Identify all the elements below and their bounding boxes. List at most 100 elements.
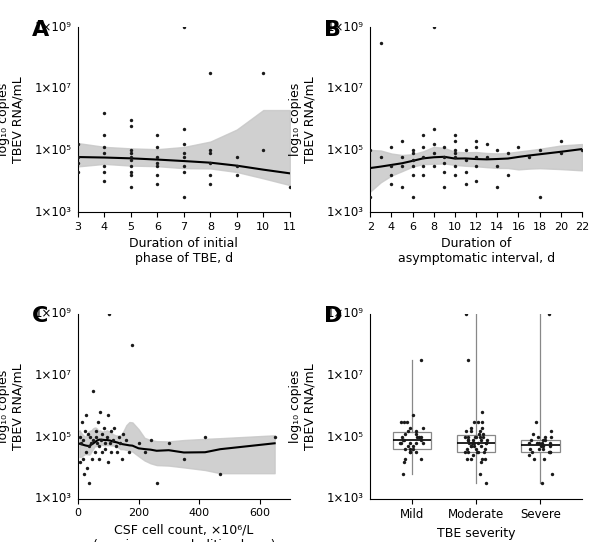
Point xyxy=(405,423,415,432)
Point xyxy=(126,171,136,179)
Point xyxy=(386,143,396,152)
Point xyxy=(412,433,422,441)
Point xyxy=(481,439,490,448)
Point xyxy=(478,433,488,441)
Point xyxy=(396,417,406,426)
Point xyxy=(152,162,162,170)
Point xyxy=(526,445,535,454)
Point xyxy=(462,454,472,463)
Point xyxy=(232,171,242,179)
Point xyxy=(480,445,490,454)
Point xyxy=(482,152,491,161)
Point xyxy=(556,149,566,158)
Point xyxy=(103,457,112,466)
Point xyxy=(429,140,439,149)
Point xyxy=(88,436,98,444)
Point xyxy=(110,423,119,432)
Point xyxy=(79,470,89,479)
Point xyxy=(399,457,409,466)
Point xyxy=(546,427,556,435)
Point xyxy=(376,152,386,161)
Point xyxy=(532,417,541,426)
Point xyxy=(412,430,421,438)
Point xyxy=(97,448,106,457)
Point xyxy=(126,149,136,158)
Point xyxy=(450,162,460,170)
Point xyxy=(126,167,136,176)
Point xyxy=(545,448,554,457)
Point xyxy=(538,445,548,454)
Point xyxy=(429,125,439,133)
Point xyxy=(535,192,544,201)
Point xyxy=(398,470,407,479)
Point xyxy=(450,149,460,158)
Point xyxy=(527,436,536,444)
Point xyxy=(73,140,83,149)
Point xyxy=(94,442,103,450)
Y-axis label: log₁₀ copies
TBEV RNA/mL: log₁₀ copies TBEV RNA/mL xyxy=(289,363,317,449)
Point xyxy=(87,454,97,463)
Point xyxy=(476,442,485,450)
Y-axis label: log₁₀ copies
TBEV RNA/mL: log₁₀ copies TBEV RNA/mL xyxy=(0,363,25,449)
Point xyxy=(259,69,268,78)
Point xyxy=(99,423,109,432)
Point xyxy=(397,183,407,192)
Point xyxy=(93,417,103,426)
Point xyxy=(405,448,415,457)
Point xyxy=(469,439,479,448)
Point xyxy=(450,152,460,161)
Point xyxy=(482,436,492,444)
Point xyxy=(92,439,102,448)
Point xyxy=(408,192,418,201)
Point xyxy=(412,448,421,457)
Point xyxy=(472,152,481,161)
Point xyxy=(577,146,587,154)
Point xyxy=(200,433,210,441)
Point xyxy=(114,433,124,441)
Point xyxy=(540,433,550,441)
Point xyxy=(108,436,118,444)
Point xyxy=(400,454,410,463)
PathPatch shape xyxy=(392,433,431,449)
Text: 1×10⁹: 1×10⁹ xyxy=(35,21,71,34)
Point xyxy=(440,158,449,167)
Point xyxy=(100,149,109,158)
Point xyxy=(397,152,407,161)
Point xyxy=(472,433,481,441)
Point xyxy=(440,152,449,161)
Point xyxy=(90,448,100,457)
Text: 1×10⁵: 1×10⁵ xyxy=(35,430,71,443)
PathPatch shape xyxy=(457,435,496,451)
Text: 1×10⁵: 1×10⁵ xyxy=(327,144,364,157)
Point xyxy=(476,427,485,435)
Point xyxy=(82,463,92,472)
Point xyxy=(473,439,482,448)
Point xyxy=(117,454,127,463)
Text: 1×10⁷: 1×10⁷ xyxy=(327,369,364,382)
Text: 1×10³: 1×10³ xyxy=(35,205,71,218)
Point xyxy=(179,192,188,201)
Point xyxy=(493,146,502,154)
Point xyxy=(111,442,121,450)
Point xyxy=(463,436,473,444)
Point xyxy=(450,171,460,179)
Point xyxy=(85,479,94,488)
Y-axis label: log₁₀ copies
TBEV RNA/mL: log₁₀ copies TBEV RNA/mL xyxy=(289,76,317,163)
Point xyxy=(206,171,215,179)
Point xyxy=(403,417,412,426)
Point xyxy=(179,152,188,161)
Point xyxy=(126,183,136,192)
Point xyxy=(88,386,97,395)
Point xyxy=(408,162,418,170)
Point xyxy=(471,445,481,454)
Point xyxy=(461,156,470,164)
Point xyxy=(81,411,91,420)
Point xyxy=(476,457,486,466)
Point xyxy=(540,436,550,444)
Point xyxy=(104,309,114,318)
Point xyxy=(206,146,215,154)
Point xyxy=(478,430,488,438)
Point xyxy=(534,439,544,448)
Point xyxy=(545,448,554,457)
Point xyxy=(116,439,125,448)
